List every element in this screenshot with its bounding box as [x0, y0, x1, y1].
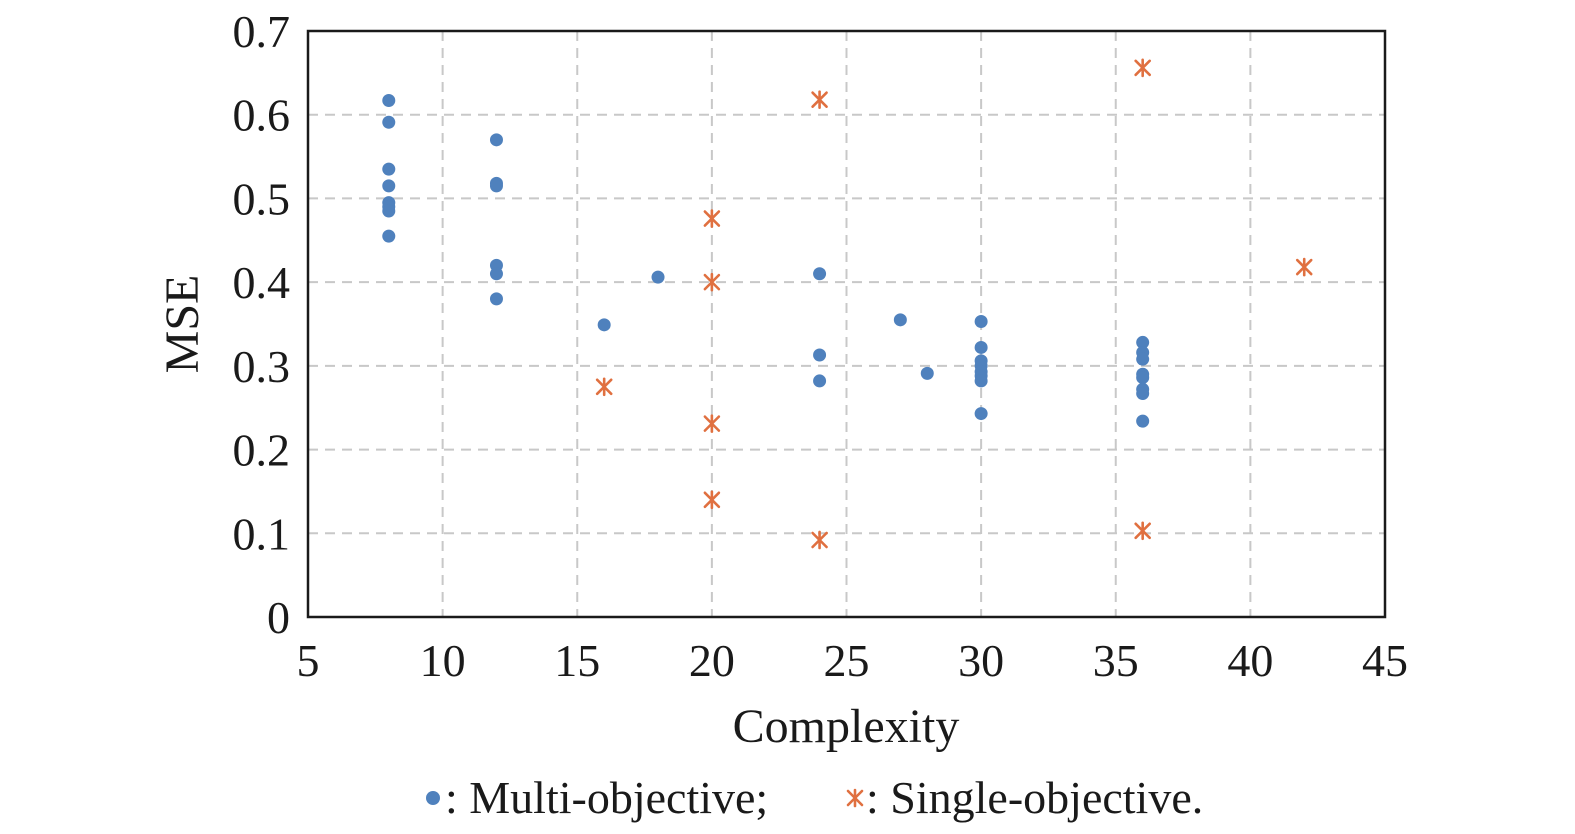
data-point-multi-objective: [382, 204, 396, 218]
grid-lines: [308, 31, 1385, 617]
x-axis-ticks: 5 10 15 20 25 30 35 40 45: [297, 635, 1409, 686]
y-tick-label: 0.7: [233, 6, 291, 57]
data-point-multi-objective: [382, 93, 396, 107]
series-single-objective: [595, 58, 1313, 550]
legend: : Multi-objective; : Single-objective.: [426, 772, 1203, 823]
data-point-multi-objective: [813, 348, 827, 362]
y-tick-label: 0.2: [233, 425, 291, 476]
data-point-multi-objective: [974, 407, 988, 421]
legend-star-glyph: [846, 788, 864, 808]
data-point-multi-objective: [489, 133, 503, 147]
data-point-single-objective: [703, 414, 721, 433]
x-tick-label: 25: [824, 635, 870, 686]
x-tick-label: 35: [1093, 635, 1139, 686]
data-point-multi-objective: [920, 366, 934, 380]
data-point-multi-objective: [1136, 386, 1150, 400]
data-point-multi-objective: [382, 162, 396, 176]
legend-label-single-objective: : Single-objective.: [866, 772, 1203, 823]
x-tick-label: 45: [1362, 635, 1408, 686]
data-point-multi-objective: [813, 267, 827, 281]
y-tick-label: 0: [267, 592, 290, 643]
data-point-multi-objective: [1136, 371, 1150, 385]
data-point-single-objective: [595, 377, 613, 397]
y-tick-label: 0.5: [233, 173, 291, 224]
x-tick-label: 15: [554, 635, 600, 686]
data-point-single-objective: [1134, 521, 1151, 541]
data-point-multi-objective: [813, 374, 827, 388]
data-point-multi-objective: [489, 179, 503, 193]
data-point-multi-objective: [489, 292, 503, 306]
y-tick-label: 0.6: [233, 90, 291, 141]
legend-marker-multi-objective: [426, 791, 440, 805]
data-point-multi-objective: [893, 313, 907, 327]
data-point-single-objective: [703, 209, 721, 228]
data-point-multi-objective: [974, 314, 988, 328]
data-point-multi-objective: [1136, 414, 1150, 428]
data-point-multi-objective: [1136, 352, 1150, 366]
y-tick-label: 0.4: [233, 257, 291, 308]
data-point-single-objective: [811, 90, 828, 109]
x-axis-title: Complexity: [733, 700, 960, 753]
y-tick-label: 0.3: [233, 341, 291, 392]
data-point-multi-objective: [651, 270, 665, 284]
series-multi-objective: [382, 93, 1150, 428]
y-axis-ticks: 0 0.1 0.2 0.3 0.4 0.5 0.6 0.7: [233, 6, 291, 643]
x-tick-label: 40: [1227, 635, 1273, 686]
data-point-multi-objective: [597, 318, 611, 332]
data-point-single-objective: [1295, 257, 1313, 277]
data-point-single-objective: [1134, 58, 1151, 78]
data-point-single-objective: [703, 272, 721, 292]
data-point-multi-objective: [1136, 335, 1150, 349]
data-point-single-objective: [811, 530, 828, 550]
data-point-multi-objective: [489, 267, 503, 281]
data-point-multi-objective: [382, 179, 396, 193]
data-point-multi-objective: [382, 229, 396, 243]
plot-frame: [306, 29, 1387, 619]
y-tick-label: 0.1: [233, 508, 291, 559]
legend-label-multi-objective: : Multi-objective;: [445, 772, 768, 823]
x-tick-label: 5: [297, 635, 320, 686]
y-axis-title: MSE: [156, 275, 209, 374]
x-tick-label: 30: [958, 635, 1004, 686]
data-point-multi-objective: [382, 115, 396, 129]
data-point-multi-objective: [974, 374, 988, 388]
data-point-single-objective: [703, 490, 721, 510]
x-tick-label: 10: [420, 635, 466, 686]
legend-marker-single-objective: [846, 788, 864, 808]
x-tick-label: 20: [689, 635, 735, 686]
data-point-multi-objective: [974, 340, 988, 354]
